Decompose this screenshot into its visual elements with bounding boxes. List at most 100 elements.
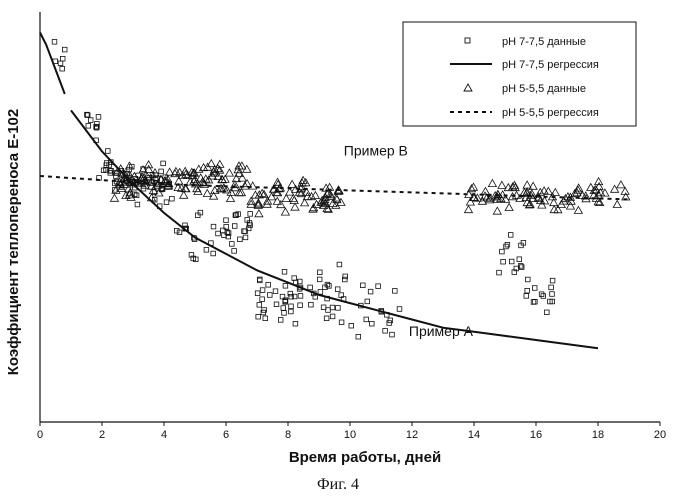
data-point-square	[329, 304, 336, 311]
data-point-triangle	[566, 196, 576, 205]
legend-box	[402, 21, 637, 127]
data-point-triangle	[560, 193, 571, 203]
data-point-triangle	[290, 202, 300, 211]
data-point-square	[242, 228, 248, 234]
x-tick-label: 6	[223, 429, 229, 441]
data-point-triangle	[183, 170, 193, 180]
legend-item-ph7-regression: pH 7-7,5 регрессия	[450, 59, 599, 71]
data-point-square	[140, 185, 147, 192]
data-point-triangle	[141, 177, 151, 186]
data-point-square	[254, 290, 261, 296]
data-point-triangle	[119, 179, 130, 188]
data-point-square	[223, 217, 229, 223]
data-point-square	[291, 293, 298, 300]
data-point-triangle	[179, 190, 189, 199]
legend: pH 7-7,5 данные pH 7-7,5 регрессия pH 5-…	[402, 21, 637, 127]
data-point-square	[93, 125, 100, 131]
data-point-square	[182, 222, 188, 228]
data-point-square	[247, 211, 253, 217]
x-tick-label: 8	[285, 429, 291, 441]
data-point-triangle	[522, 180, 532, 189]
data-point-triangle	[508, 182, 518, 191]
x-tick-label: 18	[592, 429, 604, 441]
data-point-square	[62, 46, 68, 53]
data-point-square	[158, 168, 164, 175]
data-point-square	[281, 269, 288, 275]
data-point-square	[369, 320, 375, 327]
data-point-square	[242, 234, 249, 241]
data-point-triangle	[581, 193, 591, 203]
data-point-triangle	[194, 164, 204, 173]
data-point-triangle	[507, 191, 518, 201]
data-point-square	[84, 111, 90, 118]
data-point-square	[267, 292, 273, 298]
data-point-triangle	[490, 190, 500, 200]
data-point-triangle	[254, 208, 264, 218]
data-point-triangle	[242, 164, 252, 173]
data-point-square	[259, 287, 266, 293]
data-point-triangle	[173, 182, 183, 192]
data-point-square	[255, 313, 261, 320]
data-point-triangle	[190, 174, 200, 184]
data-point-square	[59, 66, 65, 72]
data-point-triangle	[274, 183, 284, 193]
data-point-square	[396, 306, 403, 312]
data-point-triangle	[621, 192, 631, 201]
data-point-square	[288, 303, 294, 309]
x-tick-label: 0	[37, 429, 43, 441]
data-point-triangle	[539, 186, 549, 195]
data-point-triangle	[522, 188, 532, 197]
data-point-square	[224, 229, 231, 235]
data-point-square	[503, 243, 509, 250]
data-point-triangle	[215, 184, 225, 193]
data-point-triangle	[224, 168, 235, 177]
data-point-square	[241, 228, 247, 234]
data-point-triangle	[114, 177, 125, 186]
data-point-triangle	[504, 202, 514, 211]
data-point-square	[105, 148, 111, 154]
data-point-triangle	[595, 197, 605, 207]
data-point-triangle	[301, 187, 312, 196]
data-point-square	[52, 58, 58, 64]
data-point-triangle	[246, 196, 256, 205]
data-point-triangle	[217, 174, 227, 183]
data-point-square	[256, 302, 262, 308]
y-axis-title: Коэффициент теплопереноса Е-102	[5, 109, 22, 375]
data-point-square	[329, 313, 336, 320]
data-point-square	[223, 224, 229, 230]
data-point-square	[348, 322, 354, 329]
data-point-triangle	[549, 197, 559, 207]
data-point-triangle	[322, 189, 332, 198]
data-point-square	[508, 258, 515, 265]
data-point-square	[193, 256, 199, 262]
data-point-triangle	[463, 204, 474, 214]
data-point-triangle	[124, 161, 135, 170]
data-point-square	[363, 316, 369, 323]
data-point-triangle	[144, 164, 154, 173]
data-point-square	[282, 299, 288, 305]
legend-label: pH 7-7,5 регрессия	[502, 59, 599, 71]
regression-line-ph7	[39, 32, 66, 95]
data-point-square	[334, 286, 341, 292]
data-point-square	[548, 284, 554, 291]
data-point-square	[215, 230, 221, 237]
data-point-triangle	[175, 167, 185, 176]
data-point-triangle	[146, 193, 157, 202]
data-point-square	[378, 308, 384, 314]
data-point-triangle	[109, 193, 120, 202]
data-point-triangle	[515, 193, 525, 202]
data-point-square	[225, 230, 232, 236]
data-point-triangle	[153, 178, 164, 187]
data-point-square	[392, 288, 398, 294]
x-axis-ticks: 0 2 4 6 8 10 12 14 16 18 20	[37, 422, 666, 441]
data-point-triangle	[497, 190, 508, 199]
data-point-triangle	[248, 181, 258, 190]
data-point-square	[163, 199, 170, 205]
data-point-triangle	[316, 197, 326, 206]
legend-label: pH 7-7,5 данные	[502, 36, 586, 48]
data-point-square	[94, 121, 100, 127]
data-point-triangle	[543, 186, 553, 195]
data-point-triangle	[253, 200, 263, 209]
data-point-triangle	[591, 184, 601, 194]
data-point-square	[277, 317, 284, 323]
